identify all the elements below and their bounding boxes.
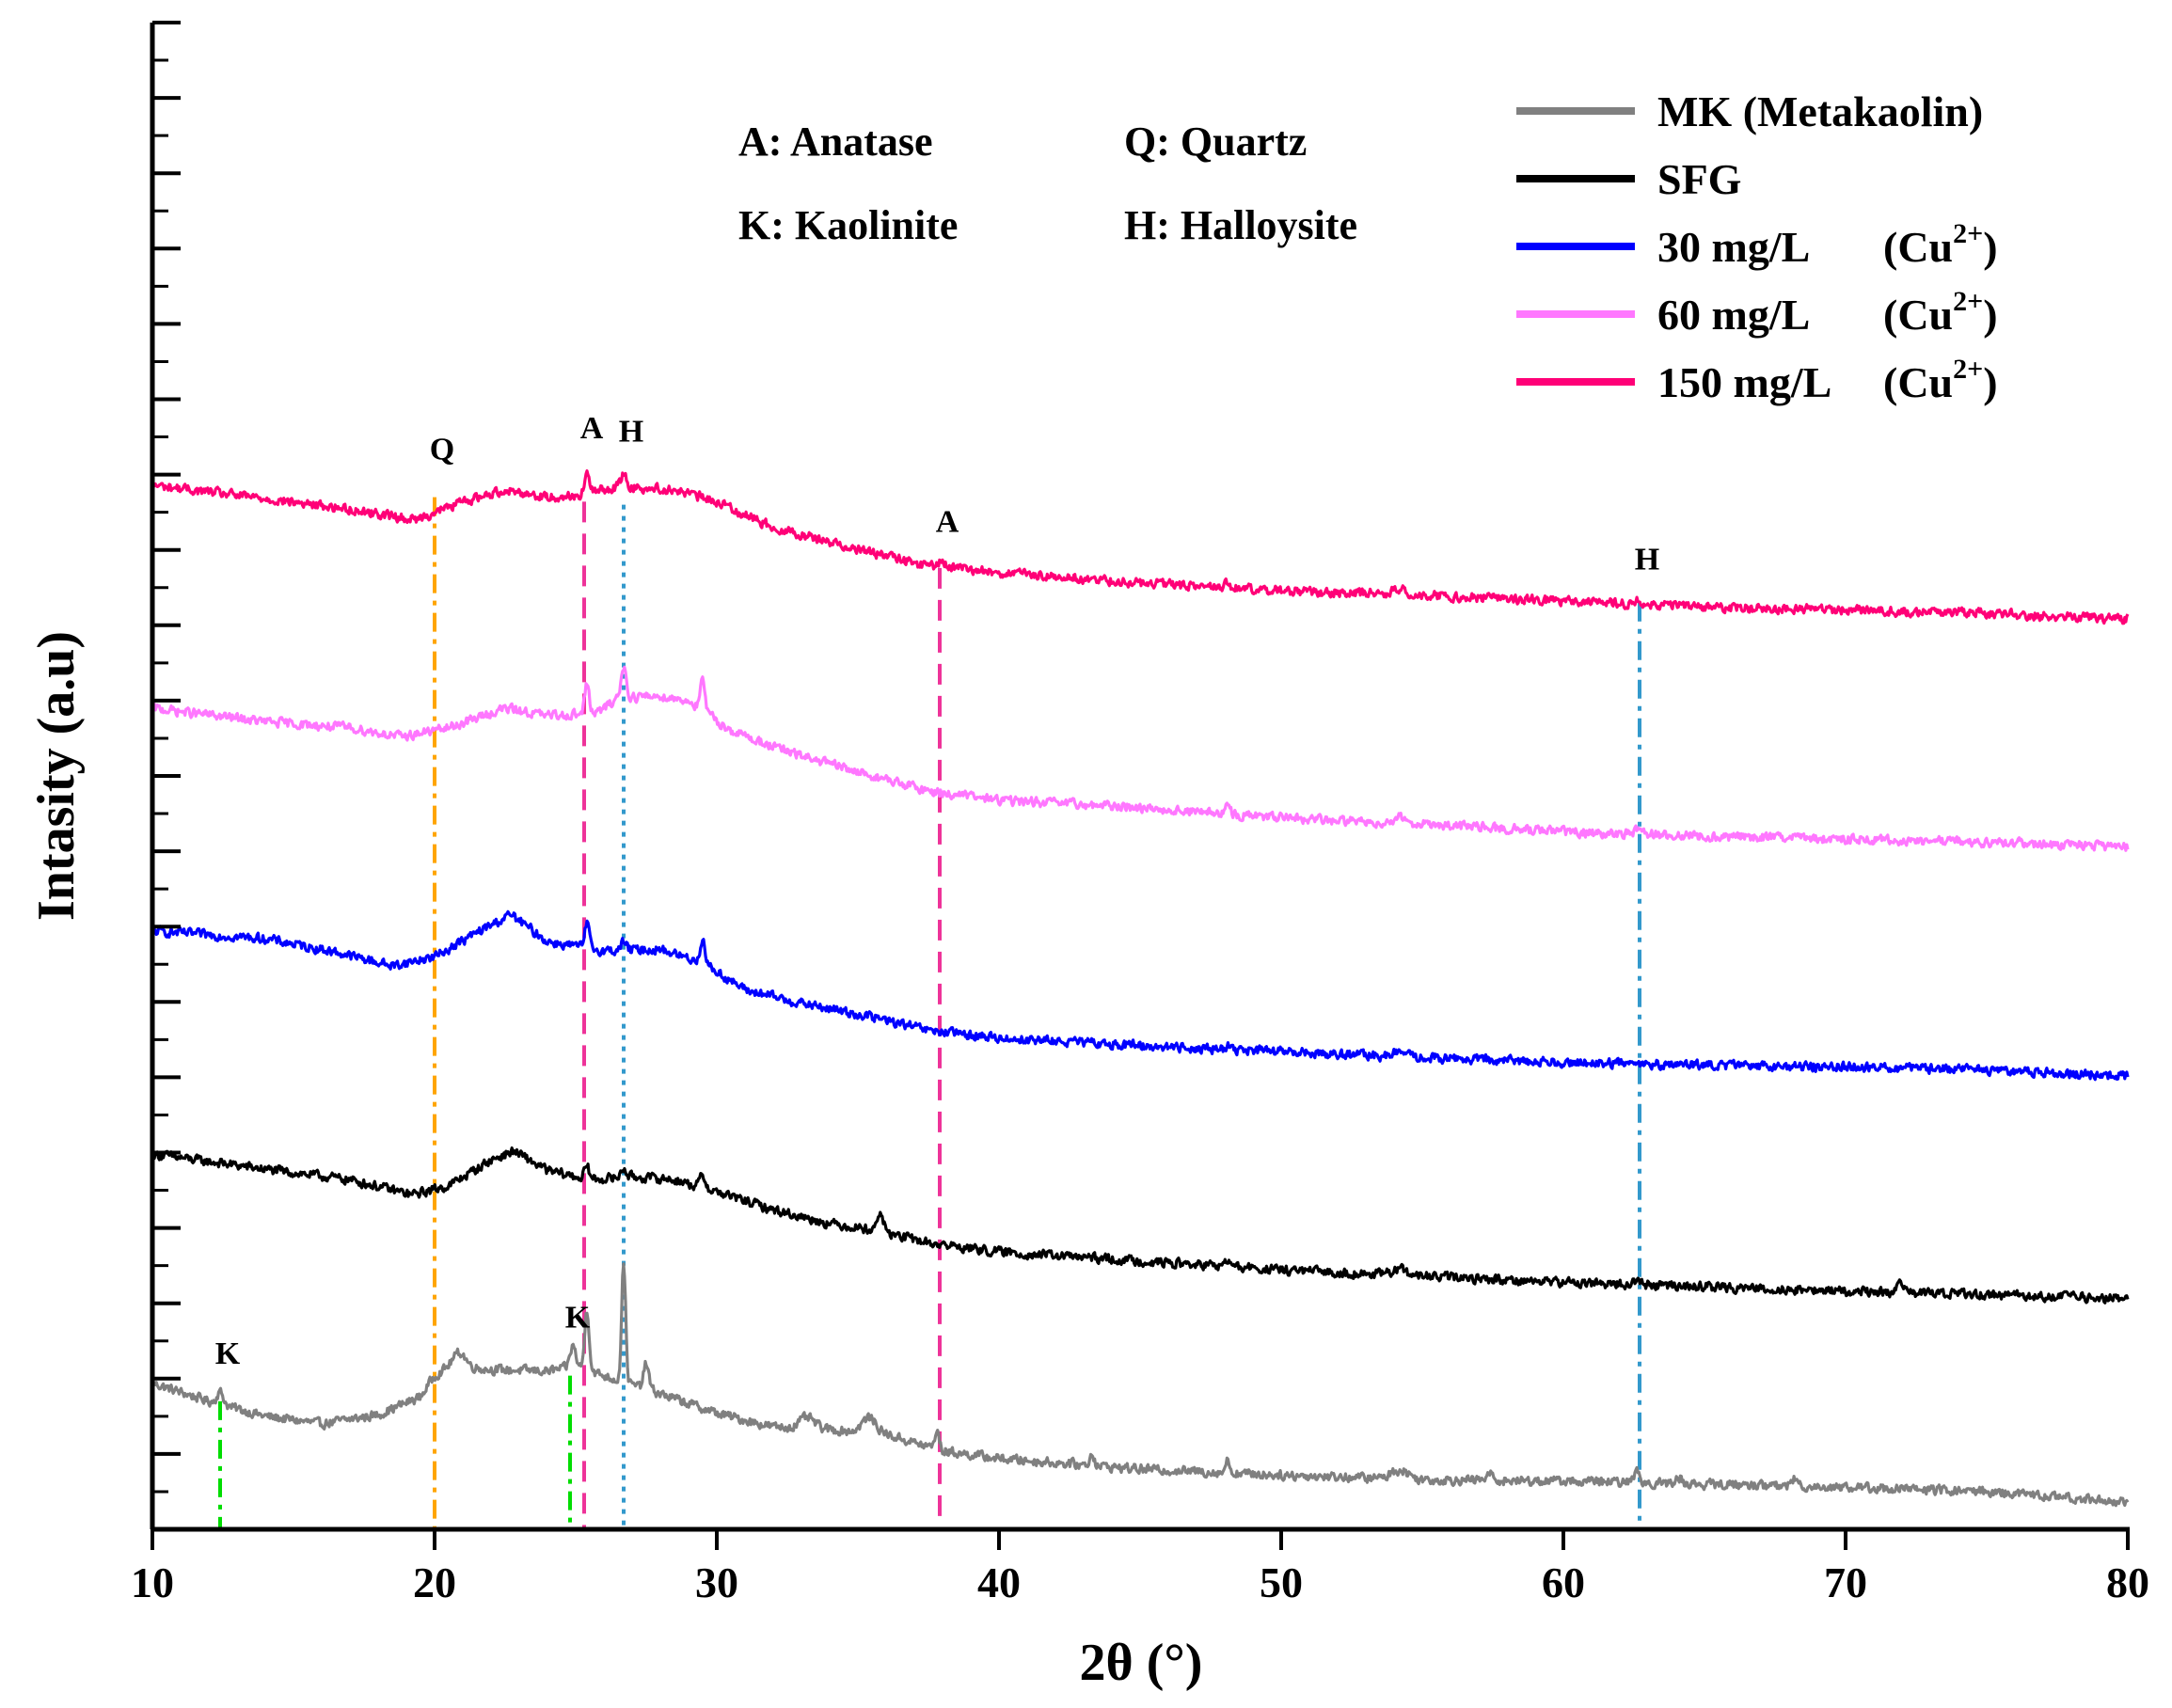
series-line-4 <box>151 469 2130 625</box>
y-axis-title: Intasity (a.u) <box>27 631 86 921</box>
legend-label-1: SFG <box>1657 155 1741 203</box>
series-line-1 <box>151 1146 2130 1305</box>
series-line-0 <box>151 1262 2130 1508</box>
x-ticks <box>151 1529 2130 1550</box>
legend-label-0: MK (Metakaolin) <box>1657 87 1983 135</box>
peak-label-H: H <box>1635 543 1659 577</box>
legend-label-3: 60 mg/L <box>1657 291 1810 339</box>
legend-ion-4: (Cu2+) <box>1883 354 1998 406</box>
x-tick-label-80: 80 <box>2106 1558 2149 1606</box>
series-lines <box>151 469 2130 1508</box>
x-tick-label-70: 70 <box>1824 1558 1867 1606</box>
legend-ion-2: (Cu2+) <box>1883 218 1998 271</box>
peak-label-A: A <box>580 411 604 446</box>
peak-label-K: K <box>215 1336 241 1371</box>
x-tick-labels: 10 20 30 40 50 60 70 80 <box>131 1558 2149 1606</box>
x-tick-label-60: 60 <box>1542 1558 1585 1606</box>
x-tick-label-20: 20 <box>413 1558 456 1606</box>
phase-key-quartz: Q: Quartz <box>1124 119 1307 165</box>
legend: MK (Metakaolin) SFG 30 mg/L (Cu2+) 60 mg/L (C… <box>1516 87 1998 406</box>
axes: 10 20 30 40 50 60 70 80 <box>131 21 2149 1606</box>
legend-label-2: 30 mg/L <box>1657 223 1810 271</box>
x-tick-label-50: 50 <box>1260 1558 1303 1606</box>
x-axis-title: 2θ (°) <box>1080 1634 1203 1692</box>
phase-key-anatase: A: Anatase <box>738 119 933 165</box>
series-line-3 <box>151 665 2130 852</box>
peak-label-K: K <box>565 1300 591 1335</box>
x-tick-label-40: 40 <box>977 1558 1021 1606</box>
x-tick-label-10: 10 <box>131 1558 174 1606</box>
phase-key-halloysite: H: Halloysite <box>1124 202 1357 248</box>
x-tick-label-30: 30 <box>695 1558 738 1606</box>
legend-ion-3: (Cu2+) <box>1883 286 1998 339</box>
peak-label-A: A <box>936 504 959 539</box>
peak-label-Q: Q <box>430 433 454 467</box>
reference-lines <box>218 497 1641 1529</box>
phase-key-kaolinite: K: Kaolinite <box>738 202 958 248</box>
legend-label-4: 150 mg/L <box>1657 358 1831 406</box>
phase-key: A: Anatase Q: Quartz K: Kaolinite H: Hal… <box>738 119 1357 248</box>
series-line-2 <box>151 909 2130 1082</box>
y-ticks <box>152 21 181 1531</box>
peak-label-H: H <box>619 414 643 449</box>
